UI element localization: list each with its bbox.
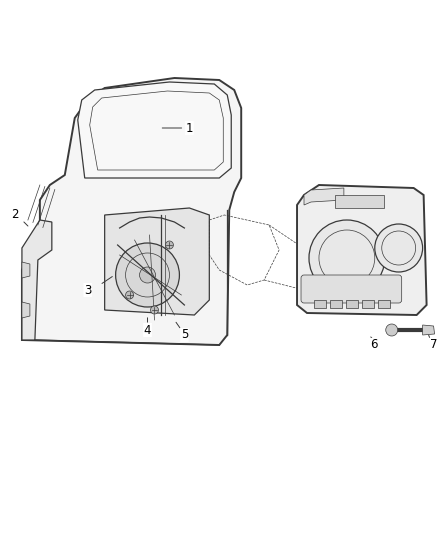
Circle shape [151,306,159,314]
Text: 6: 6 [370,338,378,351]
Polygon shape [22,262,30,278]
Circle shape [126,291,134,299]
Text: 5: 5 [181,328,188,342]
FancyBboxPatch shape [301,275,402,303]
Circle shape [116,243,180,307]
Polygon shape [335,195,384,208]
Circle shape [140,267,155,283]
Polygon shape [304,188,344,205]
Polygon shape [346,300,358,308]
Text: 2: 2 [11,208,19,222]
Polygon shape [22,302,30,318]
Circle shape [309,220,385,296]
Text: 3: 3 [84,284,92,296]
Circle shape [386,324,398,336]
Polygon shape [362,300,374,308]
Polygon shape [423,325,434,335]
Text: 1: 1 [186,122,193,134]
Text: 7: 7 [430,338,437,351]
Polygon shape [22,220,52,340]
Circle shape [375,224,423,272]
Polygon shape [297,185,427,315]
Polygon shape [330,300,342,308]
Polygon shape [22,78,241,345]
Polygon shape [105,208,209,315]
Polygon shape [78,82,231,178]
Polygon shape [378,300,390,308]
Polygon shape [314,300,326,308]
Circle shape [166,241,173,249]
Text: 4: 4 [144,324,151,336]
